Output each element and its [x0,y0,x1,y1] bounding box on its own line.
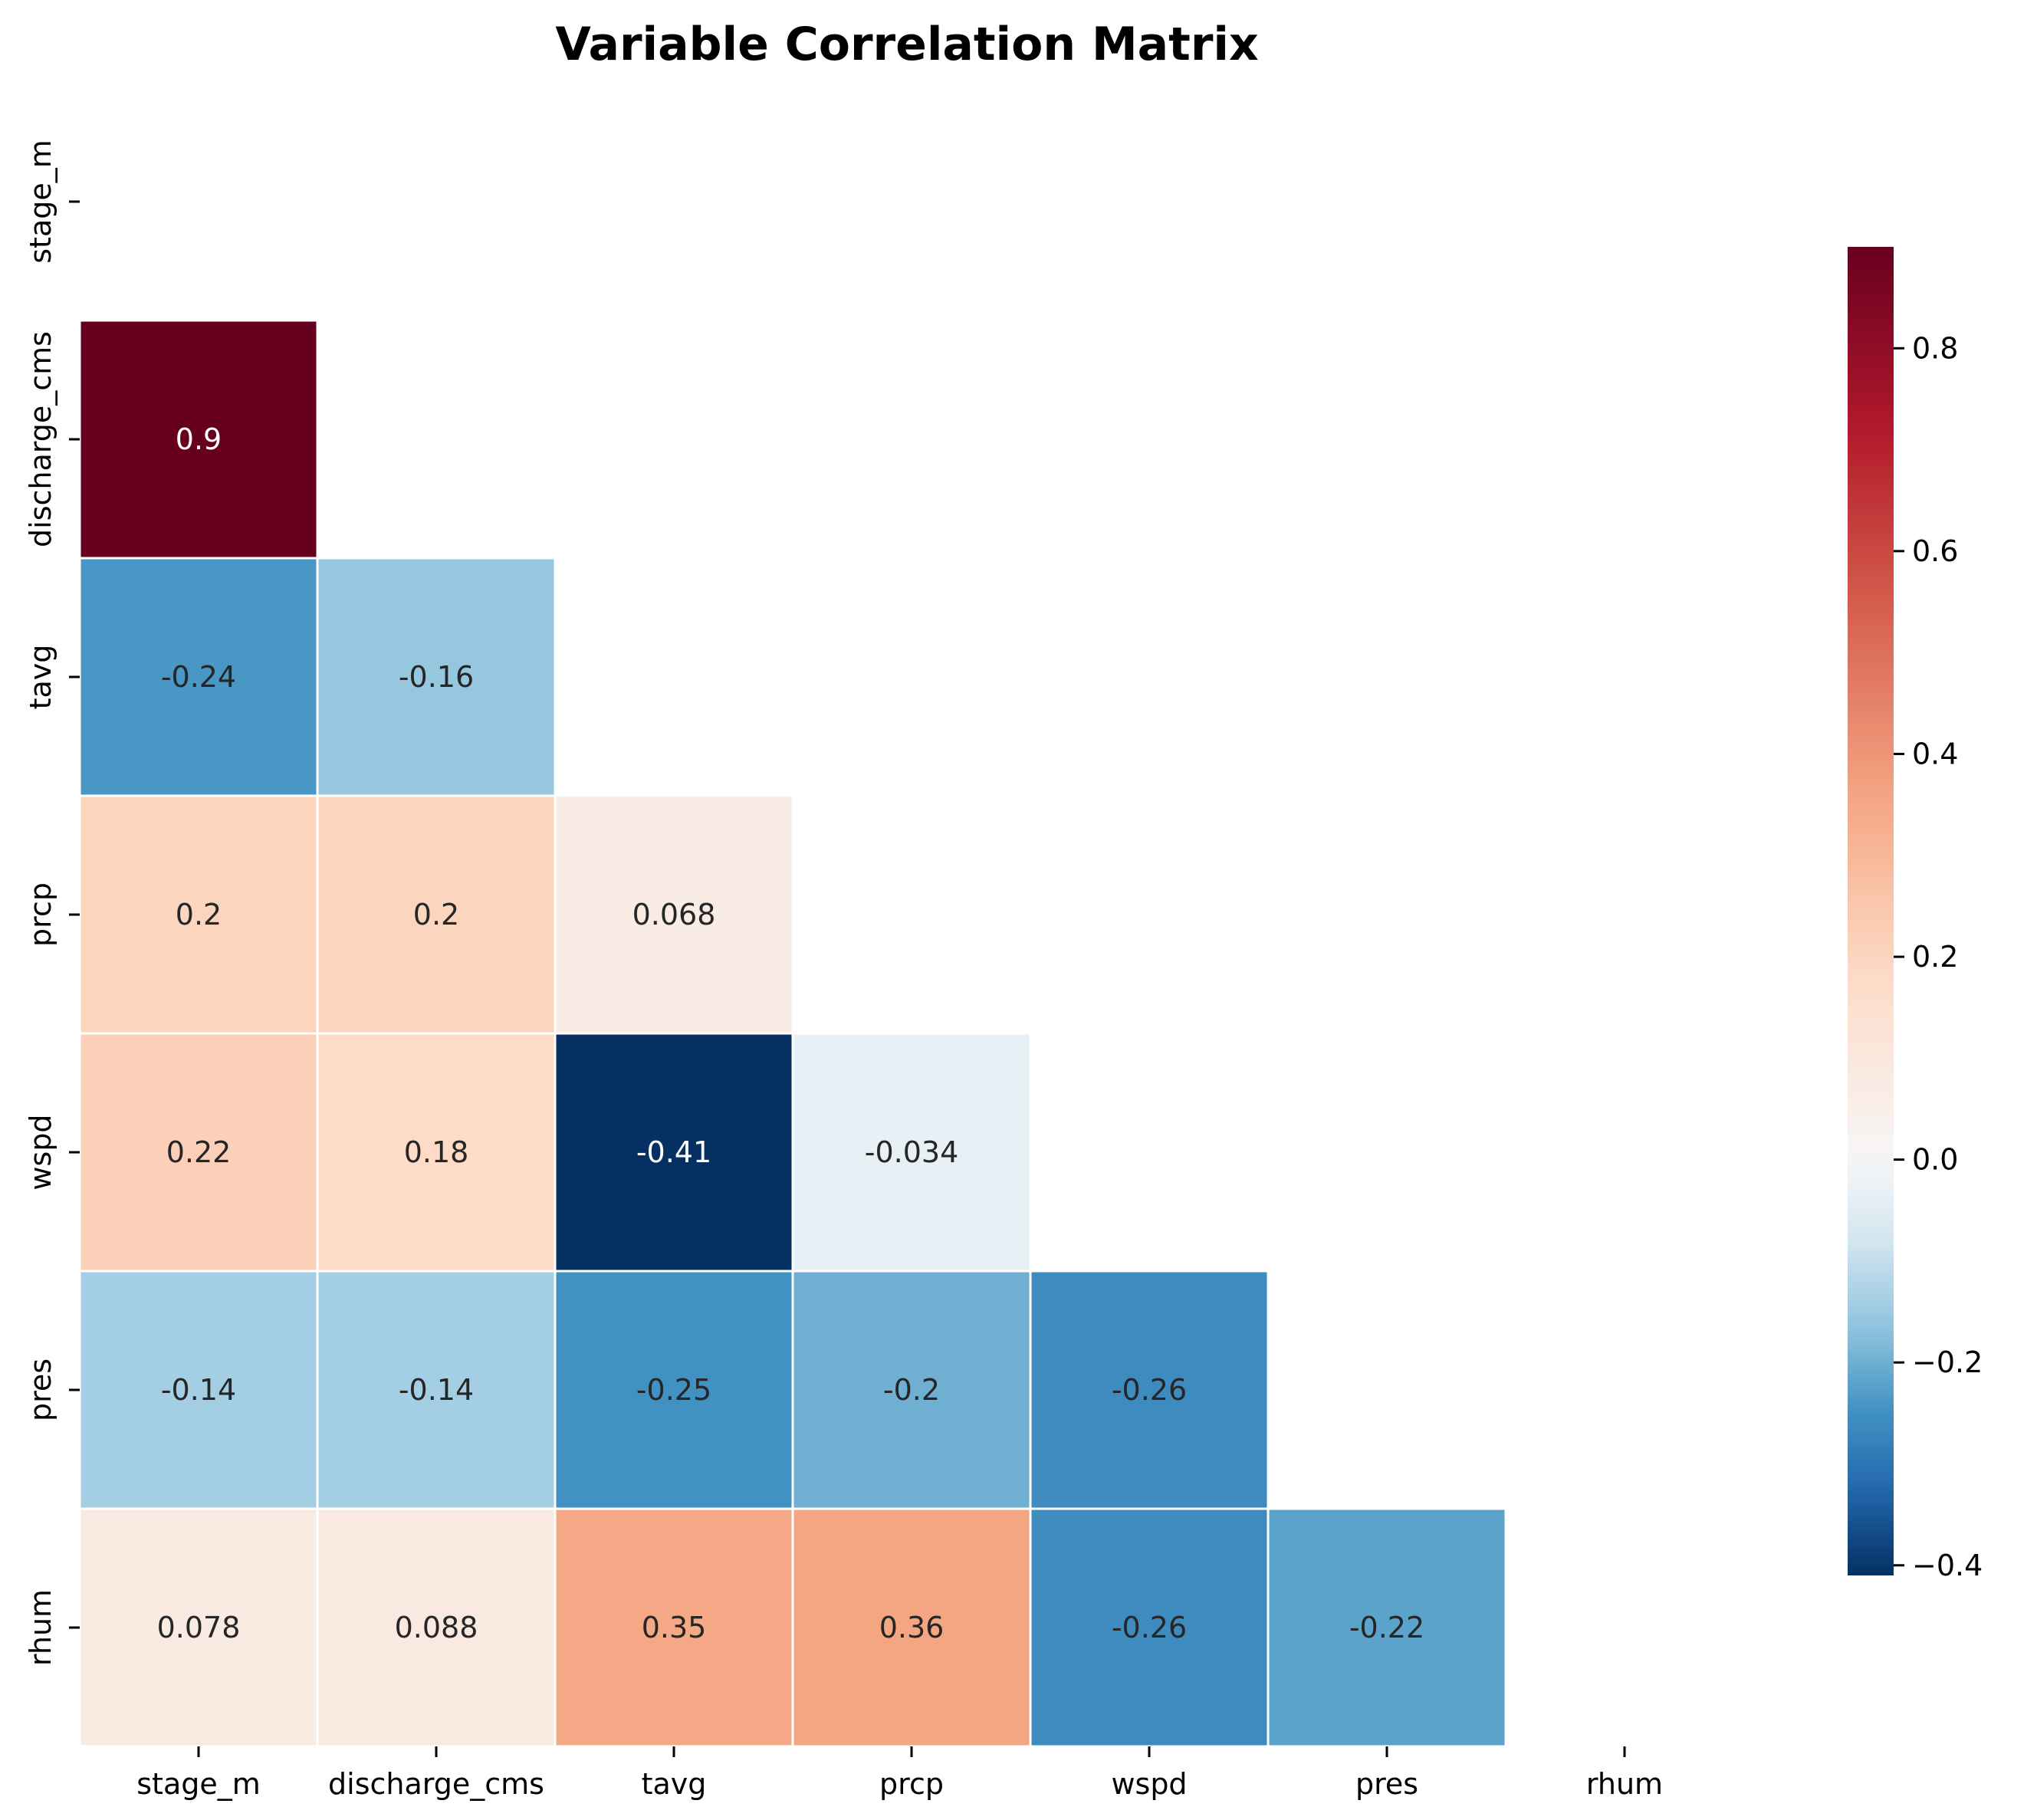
cell-value-label: -0.034 [865,1135,959,1169]
heatmap-cell [316,1507,557,1748]
y-tick-label: stage_m [24,140,57,264]
y-tick-label: rhum [24,1589,57,1666]
heatmap-cell [316,1032,557,1273]
cell-value-label: 0.35 [642,1611,707,1644]
x-tick-label: discharge_cms [328,1767,544,1801]
heatmap-cell [1029,1270,1270,1510]
heatmap-cell [78,1270,319,1510]
cell-value-label: -0.26 [1112,1373,1187,1407]
heatmap-cell [316,1270,557,1510]
cell-value-label: -0.14 [161,1373,236,1407]
cell-value-label: 0.36 [879,1611,945,1644]
heatmap-cell [78,319,319,560]
cell-value-label: 0.2 [176,898,222,931]
cell-value-label: -0.14 [399,1373,474,1407]
y-tick-label: discharge_cms [24,331,57,547]
heatmap-cell [1267,1507,1507,1748]
cell-value-label: 0.9 [176,422,222,456]
x-tick-label: rhum [1586,1767,1663,1801]
cell-value-label: 0.2 [413,898,459,931]
x-tick-label: stage_m [136,1767,261,1801]
heatmap-cell [78,1507,319,1748]
colorbar-tick-label: 0.6 [1912,534,1958,568]
colorbar-gradient [1848,247,1894,1575]
y-tick-label: tavg [24,645,57,710]
colorbar-tick-label: 0.0 [1912,1143,1958,1177]
x-axis: stage_m discharge_cms tavg prcp wspd pres rhum [136,1746,1663,1801]
colorbar-tick-label: −0.2 [1912,1345,1983,1379]
y-tick-label: pres [24,1358,57,1421]
y-tick-label: prcp [24,882,57,947]
heatmap-cell [554,794,794,1035]
colorbar: −0.4 −0.2 0.0 0.2 0.4 0.6 0.8 [1848,247,1983,1582]
heatmap-cell [554,1032,794,1273]
cell-value-label: 0.088 [395,1611,478,1644]
colorbar-tick-label: 0.8 [1912,331,1958,365]
heatmap-cell [554,1507,794,1748]
x-tick-label: pres [1355,1767,1418,1801]
heatmap-cell [78,794,319,1035]
x-tick-label: wspd [1111,1767,1187,1801]
cell-value-label: -0.26 [1112,1611,1187,1644]
cell-value-label: -0.41 [636,1135,711,1169]
cell-value-label: -0.16 [399,660,474,694]
colorbar-tick-label: −0.4 [1912,1549,1983,1582]
cell-value-label: 0.22 [166,1135,232,1169]
cell-value-label: 0.078 [157,1611,241,1644]
cell-value-label: -0.2 [883,1373,940,1407]
x-tick-label: tavg [642,1767,707,1801]
heatmap-cells: 0.9 -0.24 -0.16 0.2 0.2 0.068 0.22 0.18 -0.41 -0.… [78,319,1507,1748]
cell-value-label: -0.24 [161,660,236,694]
colorbar-tick-label: 0.2 [1912,940,1958,974]
heatmap-cell [791,1032,1032,1273]
x-tick-label: prcp [879,1767,944,1801]
cell-value-label: -0.22 [1349,1611,1424,1644]
y-tick-label: wspd [24,1114,57,1190]
cell-value-label: 0.068 [632,898,716,931]
heatmap-cell [1029,1507,1270,1748]
colorbar-tick-label: 0.4 [1912,737,1958,770]
heatmap-cell [791,1270,1032,1510]
heatmap-cell [554,1270,794,1510]
chart-title: Variable Correlation Matrix [555,18,1258,71]
cell-value-label: -0.25 [636,1373,711,1407]
cell-value-label: 0.18 [404,1135,469,1169]
